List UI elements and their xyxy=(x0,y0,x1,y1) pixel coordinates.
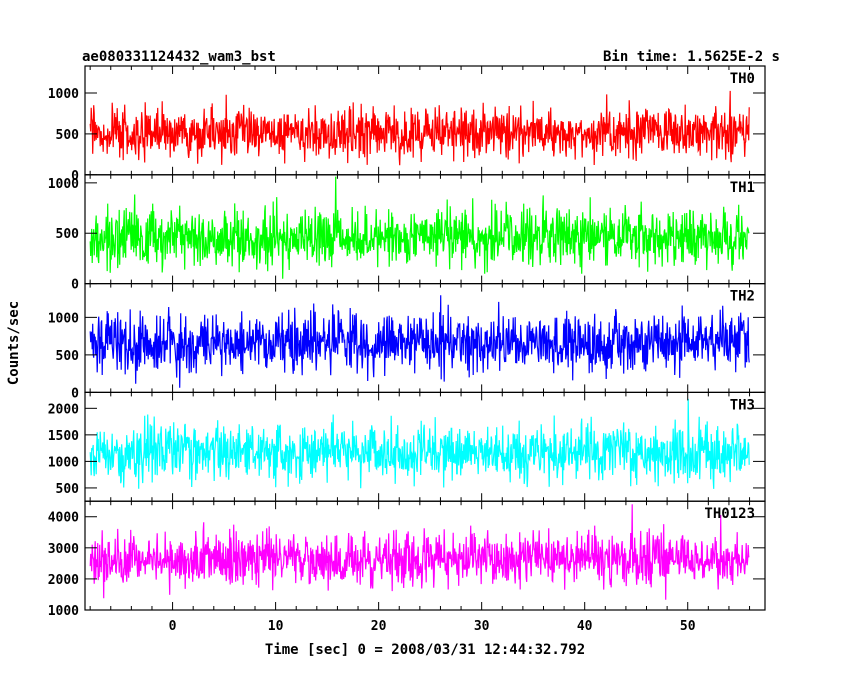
panel-th1: 0 500 1000 TH1 xyxy=(48,174,766,293)
panel-frame xyxy=(84,500,766,611)
series-line-th3 xyxy=(89,398,750,489)
x-axis-ticks: 0 10 20 30 40 50 xyxy=(169,619,696,634)
panel-label-th2: TH2 xyxy=(730,289,755,305)
y-tick-label: 4000 xyxy=(48,511,79,526)
series-line-th0 xyxy=(89,90,750,166)
bin-time-label: Bin time: 1.5625E-2 s xyxy=(603,49,780,65)
x-tick-label: 10 xyxy=(268,619,284,634)
y-tick-label: 1000 xyxy=(48,87,79,102)
y-axis-label: Counts/sec xyxy=(6,301,22,385)
chart-title: ae080331124432_wam3_bst xyxy=(82,49,276,65)
y-tick-label: 500 xyxy=(56,349,80,364)
x-tick-label: 50 xyxy=(680,619,696,634)
y-tick-label: 2000 xyxy=(48,402,79,417)
y-tick-label: 0 xyxy=(71,386,79,401)
series-line-th2 xyxy=(89,295,750,388)
panel-th0123: 1000 2000 3000 4000 TH0123 xyxy=(48,500,766,619)
series-line-th0123 xyxy=(89,504,750,600)
x-tick-label: 0 xyxy=(169,619,177,634)
y-tick-label: 500 xyxy=(56,482,80,497)
x-axis-label: Time [sec] 0 = 2008/03/31 12:44:32.792 xyxy=(265,642,585,658)
panel-label-th1: TH1 xyxy=(730,180,755,196)
x-tick-label: 20 xyxy=(371,619,387,634)
y-tick-label: 1000 xyxy=(48,604,79,619)
y-tick-label: 500 xyxy=(56,227,80,242)
y-tick-label: 1000 xyxy=(48,311,79,326)
y-tick-label: 1000 xyxy=(48,177,79,192)
series-line-th1 xyxy=(89,176,750,279)
panel-th2: 0 500 1000 TH2 xyxy=(48,283,766,401)
x-tick-label: 30 xyxy=(474,619,490,634)
y-tick-label: 0 xyxy=(71,278,79,293)
panel-label-th3: TH3 xyxy=(730,397,755,413)
panel-th3: 500 1000 1500 2000 TH3 xyxy=(48,391,766,502)
y-tick-label: 0 xyxy=(71,169,79,184)
y-tick-label: 3000 xyxy=(48,542,79,557)
panel-label-th0: TH0 xyxy=(730,71,755,87)
x-tick-label: 40 xyxy=(577,619,593,634)
y-tick-label: 2000 xyxy=(48,573,79,588)
y-tick-label: 1000 xyxy=(48,455,79,470)
y-tick-label: 1500 xyxy=(48,429,79,444)
panel-th0: 0 500 1000 TH0 xyxy=(48,65,766,184)
panel-label-th0123: TH0123 xyxy=(704,506,755,522)
y-tick-label: 500 xyxy=(56,128,80,143)
panels: 0 500 1000 TH0 0 500 1000 TH1 0 500 1000 TH2 500 1000… xyxy=(48,65,766,619)
